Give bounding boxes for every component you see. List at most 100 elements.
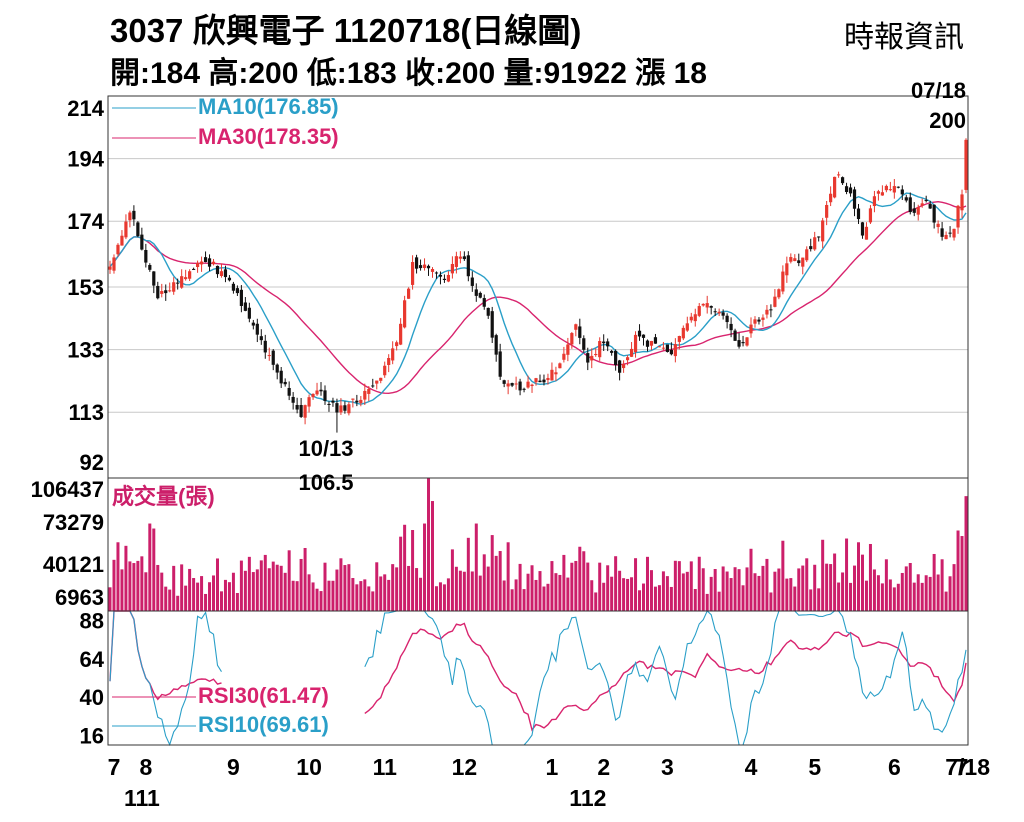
candle-body: [920, 203, 924, 206]
candle-body: [486, 307, 490, 316]
volume-bar: [880, 583, 884, 611]
volume-bar: [964, 496, 968, 611]
candle-body: [586, 353, 590, 363]
volume-bar: [247, 556, 251, 611]
candle-body: [594, 353, 598, 356]
volume-bar: [721, 566, 725, 611]
price-legend-item: MA10(176.85): [198, 94, 339, 119]
candle-body: [271, 350, 275, 365]
rsi-tick-label: 88: [80, 609, 104, 634]
candle-body: [399, 323, 403, 345]
candle-layer: [108, 138, 968, 433]
volume-bar: [960, 536, 964, 611]
volume-bar: [407, 565, 411, 611]
candle-body: [633, 334, 638, 352]
candle-body: [721, 312, 725, 316]
volume-bar: [570, 562, 574, 611]
volume-bar: [797, 568, 801, 611]
volume-bar: [837, 582, 841, 611]
volume-bar: [673, 560, 677, 611]
candle-body: [454, 256, 458, 267]
candle-body: [614, 350, 618, 365]
volume-bar: [769, 592, 773, 611]
candle-body: [363, 390, 367, 400]
candle-body: [474, 289, 478, 296]
volume-bar: [343, 565, 347, 611]
candle-body: [649, 340, 654, 346]
candle-body: [618, 360, 622, 373]
candle-body: [371, 385, 375, 387]
candle-body: [701, 303, 705, 306]
candle-body: [872, 196, 877, 207]
volume-bar: [868, 543, 872, 611]
volume-bar: [860, 554, 864, 611]
candle-body: [223, 269, 228, 278]
candle-body: [315, 390, 319, 395]
volume-bar: [283, 572, 287, 611]
candle-body: [848, 187, 853, 194]
volume-bar: [725, 571, 729, 611]
volume-bar: [227, 582, 231, 611]
volume-bar: [486, 566, 490, 611]
candle-body: [367, 389, 371, 394]
month-label: 7/18: [945, 754, 990, 780]
candle-body: [120, 235, 124, 246]
volume-bar: [200, 576, 204, 611]
candle-body: [335, 403, 339, 413]
candle-body: [952, 228, 956, 238]
volume-bar: [562, 554, 566, 611]
volume-bar: [653, 586, 657, 611]
volume-bar: [948, 576, 952, 611]
price-tick-label: 113: [69, 400, 105, 425]
candle-body: [924, 200, 928, 202]
volume-bar: [610, 576, 614, 611]
candle-body: [152, 271, 156, 286]
candle-body: [610, 350, 614, 353]
volume-bar: [745, 567, 749, 611]
candle-body: [602, 341, 606, 344]
candle-body: [566, 344, 570, 355]
volume-bar: [538, 571, 542, 611]
candle-body: [856, 208, 861, 220]
volume-bar: [255, 569, 259, 611]
volume-bar: [829, 564, 833, 611]
panel-frame: [107, 610, 969, 746]
volume-bar: [884, 559, 888, 611]
volume-bar: [765, 558, 769, 611]
candle-body: [749, 324, 753, 334]
volume-bar: [777, 568, 781, 611]
candle-body: [383, 365, 387, 376]
candle-body: [864, 226, 869, 240]
volume-bar: [291, 580, 295, 611]
rsi-tick-label: 40: [80, 685, 104, 710]
candle-body: [578, 326, 582, 338]
candle-body: [391, 348, 395, 361]
volume-bar: [526, 573, 530, 611]
volume-bar: [446, 578, 450, 611]
candle-body: [434, 272, 439, 274]
volume-bar: [387, 579, 391, 611]
volume-bar: [510, 589, 514, 611]
candle-body: [876, 191, 881, 194]
volume-bar: [351, 578, 355, 611]
volume-bar: [474, 523, 478, 611]
candle-body: [645, 340, 650, 347]
candle-body: [904, 197, 908, 201]
volume-bar: [872, 569, 876, 611]
candle-body: [888, 189, 892, 191]
volume-bar: [355, 584, 359, 611]
candle-body: [637, 330, 642, 337]
candle-body: [403, 300, 407, 328]
candle-body: [550, 369, 554, 381]
candle-body: [833, 176, 837, 198]
candle-body: [928, 204, 932, 209]
candle-body: [900, 189, 904, 195]
candle-body: [375, 380, 379, 384]
candle-body: [582, 338, 586, 350]
volume-bar: [367, 586, 371, 611]
volume-bar: [279, 565, 283, 611]
candle-body: [124, 221, 128, 238]
candle-body: [359, 399, 363, 404]
candle-body: [168, 290, 172, 292]
volume-bar: [845, 538, 849, 611]
